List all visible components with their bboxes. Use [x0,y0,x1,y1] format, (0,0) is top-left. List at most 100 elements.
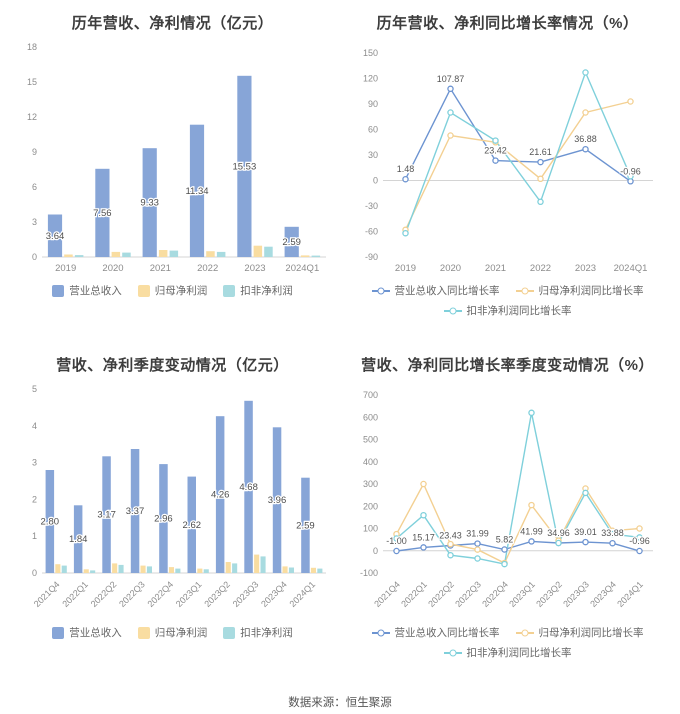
legend-item: 归母净利润同比增长率 [515,625,644,640]
svg-text:2022Q3: 2022Q3 [453,579,483,609]
svg-text:3.37: 3.37 [125,506,144,517]
panel-quarterly-growth-rates: 营收、净利同比增长率季度变动情况（%） -100 0 100 200 300 400 500… [345,350,670,686]
svg-text:0: 0 [31,252,36,262]
legend-line-marker-icon [371,289,390,292]
svg-text:2022Q4: 2022Q4 [145,579,175,609]
svg-text:1: 1 [31,531,36,541]
svg-text:2020: 2020 [439,263,460,274]
svg-text:2022Q1: 2022Q1 [399,579,429,609]
svg-text:4.68: 4.68 [239,482,257,493]
svg-text:3.17: 3.17 [97,510,116,521]
legend-item: 营业总收入 [52,283,122,298]
legend-label: 归母净利润 [154,627,208,639]
svg-text:2023Q4: 2023Q4 [588,579,618,609]
svg-text:2022: 2022 [197,263,218,274]
svg-text:0: 0 [372,176,377,186]
svg-text:90: 90 [367,99,377,109]
svg-text:12: 12 [26,112,36,122]
svg-text:2023: 2023 [574,263,595,274]
svg-text:2024Q1: 2024Q1 [615,579,645,609]
svg-text:700: 700 [362,390,377,400]
svg-text:2023Q2: 2023Q2 [202,579,232,609]
legend-swatch-icon [137,284,150,297]
svg-text:107.87: 107.87 [436,74,464,84]
svg-text:4.26: 4.26 [210,490,229,501]
svg-text:2020: 2020 [102,263,123,274]
svg-text:2023Q2: 2023Q2 [534,579,564,609]
svg-text:1.84: 1.84 [68,534,87,545]
svg-text:2023Q4: 2023Q4 [259,579,289,609]
chart-title-quarterly-revenue-profit: 营收、净利季度变动情况（亿元） [56,357,289,374]
svg-text:6: 6 [31,182,36,192]
legend-label: 扣非净利润 [240,627,293,639]
svg-text:200: 200 [362,501,377,511]
svg-text:3: 3 [31,217,36,227]
svg-text:15.53: 15.53 [232,161,256,172]
legend-line-marker-icon [371,631,390,634]
legend-label: 扣非净利润 [240,285,293,297]
svg-text:23.42: 23.42 [484,146,507,156]
svg-text:-30: -30 [364,201,377,211]
charts-grid: 历年营收、净利情况（亿元） 0 3 6 9 12 15 18 2019 2020 2021 2022… [10,8,670,686]
svg-text:100: 100 [362,524,377,534]
quarterly-revenue-profit-bar-chart: 0 1 2 3 4 5 2021Q4 2022Q1 2022Q2 2022Q3 2022Q4 2023… [12,379,334,619]
svg-text:5.82: 5.82 [495,534,513,544]
svg-text:34.96: 34.96 [547,528,570,538]
svg-text:300: 300 [362,479,377,489]
svg-text:9.33: 9.33 [140,198,159,209]
svg-text:41.99: 41.99 [520,526,543,536]
svg-text:0: 0 [372,546,377,556]
svg-text:7.56: 7.56 [93,208,112,219]
legend-label: 营业总收入 [69,627,122,639]
chart-title-quarterly-growth-rates: 营收、净利同比增长率季度变动情况（%） [361,357,654,374]
svg-text:-90: -90 [364,252,377,262]
legend-label: 营业总收入同比增长率 [394,285,500,297]
chart-title-annual-revenue-profit: 历年营收、净利情况（亿元） [71,15,274,32]
svg-text:2022Q2: 2022Q2 [426,579,456,609]
svg-text:2024Q1: 2024Q1 [613,263,647,274]
svg-text:600: 600 [362,412,377,422]
svg-text:21.61: 21.61 [529,147,552,157]
svg-text:-0.96: -0.96 [620,166,641,176]
legend-label: 归母净利润同比增长率 [538,627,644,639]
annual-growth-line-chart: -90 -60 -30 0 30 60 90 120 150 2019 2020 2021 2022 20… [347,37,669,277]
legend-item: 扣非净利润 [223,283,293,298]
legend-swatch-icon [52,626,65,639]
chart-title-annual-growth-rates: 历年营收、净利同比增长率情况（%） [376,15,639,32]
svg-text:2023Q3: 2023Q3 [230,579,260,609]
legend-quarterly-revenue-profit: 营业总收入 归母净利润 扣非净利润 [52,625,293,640]
svg-text:-0.96: -0.96 [629,536,650,546]
legend-item: 营业总收入 [52,625,122,640]
svg-text:15: 15 [26,77,36,87]
legend-swatch-icon [223,626,236,639]
svg-text:2023: 2023 [244,263,265,274]
legend-item: 扣非净利润 [223,625,293,640]
svg-text:150: 150 [362,48,377,58]
svg-text:15.17: 15.17 [412,532,435,542]
svg-text:2022Q3: 2022Q3 [117,579,147,609]
legend-item: 归母净利润同比增长率 [515,283,644,298]
svg-text:2023Q3: 2023Q3 [561,579,591,609]
svg-text:2021Q4: 2021Q4 [31,579,61,609]
svg-text:500: 500 [362,435,377,445]
legend-item: 营业总收入同比增长率 [371,625,500,640]
legend-line-marker-icon [443,309,462,312]
data-source-note: 数据来源：恒生聚源 [288,697,392,709]
legend-label: 营业总收入同比增长率 [394,627,500,639]
svg-text:2022Q2: 2022Q2 [88,579,118,609]
svg-text:30: 30 [367,150,377,160]
legend-label: 营业总收入 [69,285,122,297]
legend-item: 归母净利润 [137,625,208,640]
legend-item: 扣非净利润同比增长率 [443,303,572,318]
svg-text:3.64: 3.64 [45,231,64,242]
svg-text:11.34: 11.34 [185,186,208,197]
panel-annual-growth-rates: 历年营收、净利同比增长率情况（%） -90 -60 -30 0 30 60 90 120 150… [345,8,670,344]
svg-text:2.59: 2.59 [282,237,301,248]
legend-line-marker-icon [443,651,462,654]
svg-text:2024Q1: 2024Q1 [285,263,319,274]
svg-text:2022Q4: 2022Q4 [480,579,510,609]
quarterly-growth-line-chart: -100 0 100 200 300 400 500 600 700 2021Q4 2022Q1 20… [347,379,669,619]
svg-text:120: 120 [362,74,377,84]
svg-text:36.88: 36.88 [574,134,597,144]
